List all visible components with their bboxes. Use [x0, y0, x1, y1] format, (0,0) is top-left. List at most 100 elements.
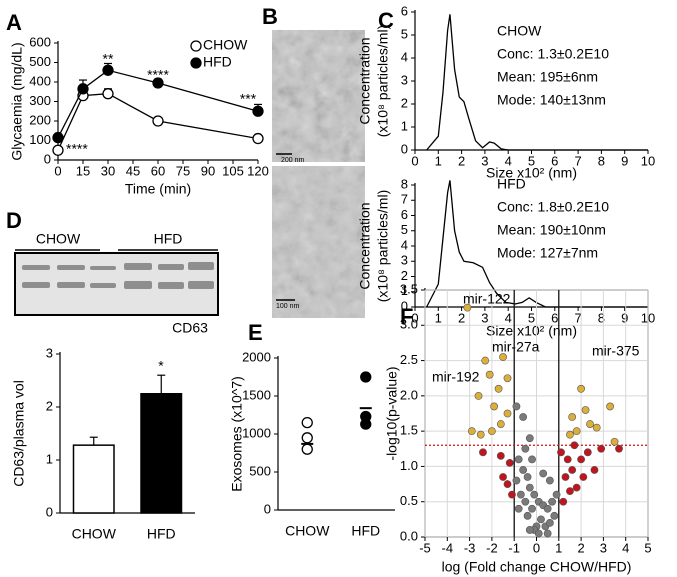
y-tick-label: 500	[249, 463, 271, 478]
y-tick-label: 500	[29, 54, 51, 69]
point	[530, 490, 539, 499]
micrograph-texture	[272, 30, 365, 162]
point	[572, 483, 581, 492]
x-tick-label: 3	[600, 540, 607, 555]
point	[505, 458, 514, 467]
point	[606, 402, 614, 411]
x-tick-label: 45	[126, 163, 140, 178]
y-tick-label: 0	[264, 501, 271, 516]
point	[463, 303, 472, 312]
x-tick-label: 9	[621, 310, 628, 325]
point	[485, 370, 494, 379]
x-tick-label: CHOW	[72, 526, 117, 542]
point	[597, 444, 606, 453]
scale-bar-label: 100 nm	[276, 303, 300, 310]
x-tick-label: 5	[528, 310, 535, 325]
point	[481, 356, 490, 365]
y-tick-label: 3	[401, 253, 408, 268]
point	[543, 504, 552, 513]
x-tick-label: 105	[222, 163, 244, 178]
x-tick-label: 1	[435, 310, 442, 325]
panel-label: B	[262, 4, 278, 29]
y-tick-label: 8	[401, 176, 408, 191]
x-tick-label: 6	[551, 153, 558, 168]
point	[586, 420, 594, 428]
x-tick-label: 30	[101, 163, 115, 178]
y-axis-label: CD63/plasma vol	[11, 380, 27, 487]
x-tick-label: 0	[54, 163, 61, 178]
point	[563, 455, 572, 464]
x-tick-label: 1	[435, 153, 442, 168]
x-tick-label: CHOW	[285, 523, 330, 539]
y-tick-label: 3	[401, 72, 408, 87]
x-tick-label: -3	[464, 540, 476, 555]
y-tick-label: 3	[46, 345, 53, 360]
x-axis-label: log (Fold change CHOW/HFD)	[442, 559, 632, 575]
y-tick-label: 1500	[242, 387, 271, 402]
annotation: HFD	[497, 176, 526, 192]
point	[523, 473, 532, 481]
y-axis-label: Concentration	[357, 202, 373, 289]
x-axis-label: Size x10² (nm)	[486, 165, 577, 181]
x-tick-label: 2	[458, 153, 465, 168]
point	[528, 455, 536, 464]
y-tick-label: 5	[401, 222, 408, 237]
point	[577, 384, 585, 393]
y-tick-label: 7	[401, 192, 408, 207]
blot	[14, 252, 219, 316]
y-tick-label: 100	[29, 132, 51, 147]
y-tick-label: 1000	[242, 425, 271, 440]
point	[474, 391, 483, 400]
point	[494, 384, 503, 393]
y-tick-label: 3.0	[400, 317, 418, 332]
x-tick-label: 0	[533, 540, 540, 555]
x-tick-label: 120	[247, 163, 269, 178]
point	[568, 413, 577, 421]
x-tick-label: 3	[481, 153, 488, 168]
y-tick-label: 3.5	[400, 281, 418, 296]
y-tick-label: 0	[46, 504, 53, 519]
point	[516, 490, 525, 499]
x-tick-label: -4	[442, 540, 454, 555]
bar	[140, 393, 183, 514]
blot-group: HFD	[154, 231, 183, 247]
x-axis-label: Size x10² (nm)	[486, 323, 577, 339]
panel-label: A	[6, 10, 22, 35]
x-tick-label: 2	[577, 540, 584, 555]
point	[525, 434, 534, 443]
dot	[301, 416, 313, 429]
point	[550, 511, 559, 520]
dot	[301, 432, 313, 444]
point	[557, 448, 565, 457]
y-tick-label: 1.0	[400, 458, 418, 473]
point	[496, 420, 505, 428]
point	[490, 402, 499, 411]
dot	[360, 418, 372, 430]
y-tick-label: 2	[46, 398, 53, 413]
x-tick-label: -5	[419, 540, 431, 555]
point	[534, 529, 543, 538]
point	[508, 490, 516, 499]
y-tick-label: 4	[401, 237, 408, 252]
panel-label: D	[6, 208, 22, 233]
marker	[152, 77, 164, 89]
y-tick-label: 2.0	[400, 387, 418, 402]
point	[590, 466, 599, 474]
y-axis-label: (x10⁸ particles/ml)	[375, 25, 391, 138]
x-tick-label: HFD	[147, 526, 176, 542]
annotation: Mode: 127±7nm	[497, 245, 598, 261]
dot	[360, 371, 372, 383]
panel-label: E	[248, 320, 263, 345]
y-tick-label: 600	[29, 34, 51, 49]
y-tick-label: 1	[401, 118, 408, 133]
point	[566, 430, 574, 439]
point	[525, 526, 534, 534]
point	[525, 483, 534, 492]
legend-marker	[190, 40, 202, 52]
annotation: CHOW	[497, 23, 542, 39]
point	[577, 455, 585, 464]
annotation: mir-122	[463, 291, 511, 307]
marker	[102, 64, 114, 76]
y-tick-label: 6	[401, 207, 408, 222]
bar	[72, 444, 115, 514]
